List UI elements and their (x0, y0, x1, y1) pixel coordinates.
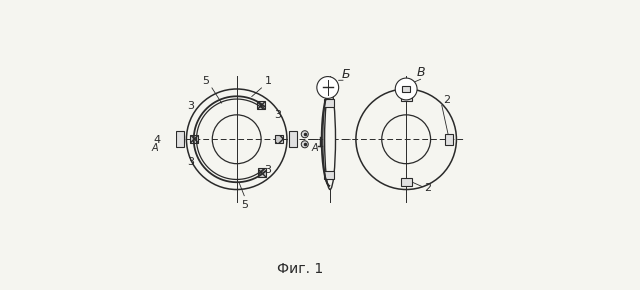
Text: Фиг. 1: Фиг. 1 (276, 262, 323, 276)
Circle shape (165, 141, 172, 148)
Text: 3: 3 (264, 165, 271, 175)
Text: 2: 2 (444, 95, 451, 105)
Bar (401, 178, 412, 186)
Circle shape (165, 131, 172, 138)
Circle shape (301, 141, 308, 148)
Ellipse shape (324, 89, 335, 190)
Polygon shape (275, 135, 283, 143)
Text: 5: 5 (241, 200, 248, 210)
Text: 3: 3 (187, 157, 194, 167)
Bar (324, 171, 333, 180)
Polygon shape (191, 135, 198, 143)
Bar (401, 93, 412, 101)
Polygon shape (258, 168, 266, 177)
Bar (402, 86, 410, 92)
Circle shape (396, 78, 417, 100)
Circle shape (317, 77, 339, 98)
Polygon shape (257, 101, 264, 109)
Text: 2: 2 (424, 183, 431, 193)
Bar (324, 99, 333, 107)
Bar (289, 131, 298, 147)
Circle shape (301, 131, 308, 138)
Text: 1: 1 (264, 77, 271, 86)
Text: В: В (416, 66, 425, 79)
Text: Б: Б (342, 68, 350, 81)
Text: 5: 5 (202, 77, 209, 86)
Text: A: A (312, 143, 318, 153)
Bar (176, 131, 184, 147)
Text: 3: 3 (187, 101, 194, 111)
Bar (445, 134, 452, 145)
Text: 4: 4 (154, 135, 161, 145)
Text: 3: 3 (275, 110, 282, 120)
Text: A: A (152, 143, 158, 153)
